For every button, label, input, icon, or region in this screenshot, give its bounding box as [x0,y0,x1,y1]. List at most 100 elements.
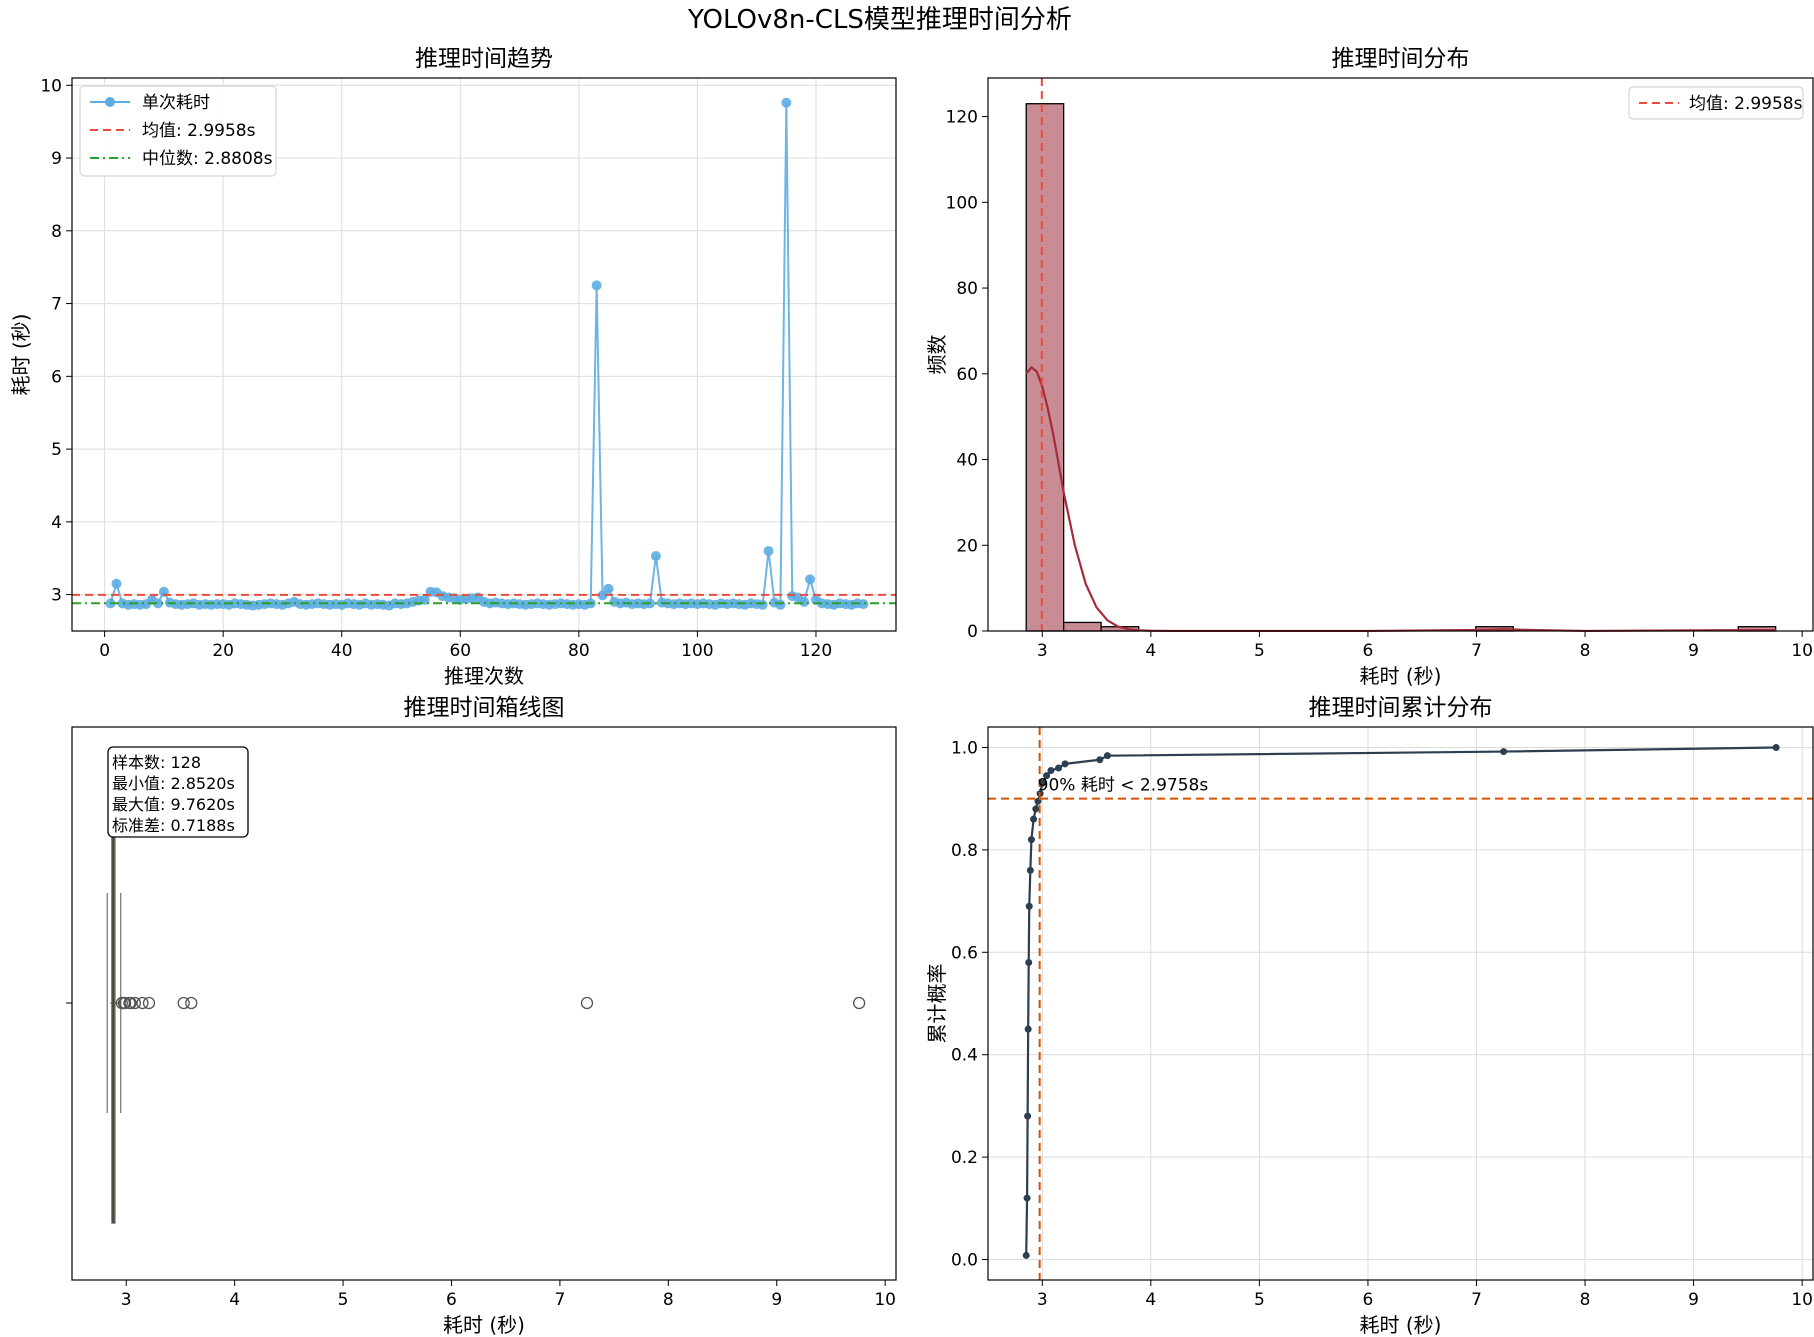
plot-frame [71,726,897,1281]
panel-title: 推理时间分布 [1332,46,1470,72]
cdf-line [1025,746,1777,1256]
x-tick-label: 5 [338,1290,349,1310]
x-tick-label: 120 [800,641,832,661]
cdf-point [1024,1112,1032,1120]
trend-point [650,551,661,562]
y-axis-label: 耗时 (秒) [9,314,33,396]
x-tick-label: 4 [229,1290,240,1310]
y-tick-label: 4 [51,513,62,533]
x-tick-label: 40 [331,641,353,661]
cdf-point [1096,756,1104,764]
x-tick-label: 100 [681,641,713,661]
y-tick-label: 9 [51,149,62,169]
boxplot-panel: 3 4 5 6 7 8 9 10 样本数: 128 最小值: 2.8520s 最大值: 9.7620… [66,695,897,1337]
x-axis-label: 耗时 (秒) [1360,1313,1442,1337]
cdf-point [1500,748,1508,756]
cdf-point [1772,743,1780,751]
panel-title: 推理时间箱线图 [404,695,565,721]
y-tick-label: 120 [946,108,978,128]
cdf-point [1027,836,1035,844]
outlier-point [124,996,137,1010]
x-axis-label: 耗时 (秒) [443,1313,525,1337]
y-tick-label: 100 [946,193,978,213]
p90-annotation: 90% 耗时 < 2.9758s [1038,776,1209,796]
trend-point [603,583,614,594]
x-tick-label: 9 [1688,1290,1699,1310]
x-tick-label: 5 [1254,641,1265,661]
outlier-point [118,996,132,1010]
cdf-point [1032,805,1040,813]
trend-point [111,578,122,589]
cdf-point [1025,959,1033,967]
outlier-point [177,996,190,1010]
cdf-point [1061,760,1069,768]
plot-frame [987,726,1814,1281]
legend-marker-trend [105,97,115,107]
outlier-point [580,996,594,1010]
legend-label-mean: 均值: 2.9958s [1689,94,1803,114]
legend-box [79,85,277,177]
cdf-point [1022,1251,1030,1259]
trend-point [775,599,786,610]
stats-line: 最小值: 2.8520s [112,774,235,793]
y-tick-label: 80 [956,279,978,299]
cdf-point [1026,866,1034,874]
y-axis-label: 累计概率 [925,964,949,1044]
y-tick-label: 0.6 [951,943,978,963]
cdf-point [1025,902,1033,910]
cdf-panel: 3 4 5 6 7 8 9 10 0.0 0.2 0.4 0.6 0.8 1.0 90% 耗时 < 2.97… [925,695,1814,1337]
legend-label-mean: 均值: 2.9958s [142,121,256,141]
trend-point [152,598,163,609]
y-tick-label: 0.2 [951,1148,978,1168]
x-tick-label: 0 [99,641,110,661]
y-tick-label: 8 [51,222,62,242]
x-tick-label: 10 [874,1290,896,1310]
stats-line: 样本数: 128 [112,753,201,772]
x-tick-label: 3 [1037,641,1048,661]
x-tick-label: 9 [771,1290,782,1310]
y-tick-label: 0.0 [951,1251,978,1271]
trend-point [597,590,608,601]
y-tick-label: 7 [51,295,62,315]
x-tick-label: 3 [1037,1290,1048,1310]
legend-label-median: 中位数: 2.8808s [142,149,273,169]
plot-frame [987,77,1814,632]
stats-line: 标准差: 0.7188s [112,816,235,835]
y-tick-label: 3 [51,586,62,606]
y-tick-label: 40 [956,451,978,471]
y-tick-label: 6 [51,367,62,387]
stats-line: 最大值: 9.7620s [112,795,235,814]
x-tick-label: 10 [1791,641,1813,661]
x-tick-label: 80 [568,641,590,661]
stats-box [107,746,249,838]
y-tick-label: 0 [967,622,978,642]
histogram-bar [1063,621,1102,632]
y-tick-label: 1.0 [951,738,978,758]
x-tick-label: 60 [449,641,471,661]
outlier-point [185,996,198,1010]
x-tick-label: 5 [1254,1290,1265,1310]
x-tick-label: 6 [1363,1290,1374,1310]
cdf-point [1024,1025,1032,1033]
x-tick-label: 6 [446,1290,457,1310]
x-tick-label: 6 [1363,641,1374,661]
y-tick-label: 20 [956,536,978,556]
y-tick-label: 10 [40,76,62,96]
panel-title: 推理时间累计分布 [1309,695,1493,721]
cdf-point [1055,764,1063,772]
outlier-point [142,996,156,1010]
x-tick-label: 20 [212,641,234,661]
y-axis-label: 频数 [925,335,949,375]
x-tick-label: 8 [1580,1290,1591,1310]
trend-point [419,594,430,605]
cdf-point [1023,1194,1031,1202]
y-tick-label: 60 [956,365,978,385]
outlier-point [136,996,149,1010]
y-tick-label: 0.8 [951,841,978,861]
x-tick-label: 7 [1471,1290,1482,1310]
panel-title: 推理时间趋势 [415,46,553,72]
cdf-point [1047,767,1055,775]
outlier-point [128,996,142,1010]
